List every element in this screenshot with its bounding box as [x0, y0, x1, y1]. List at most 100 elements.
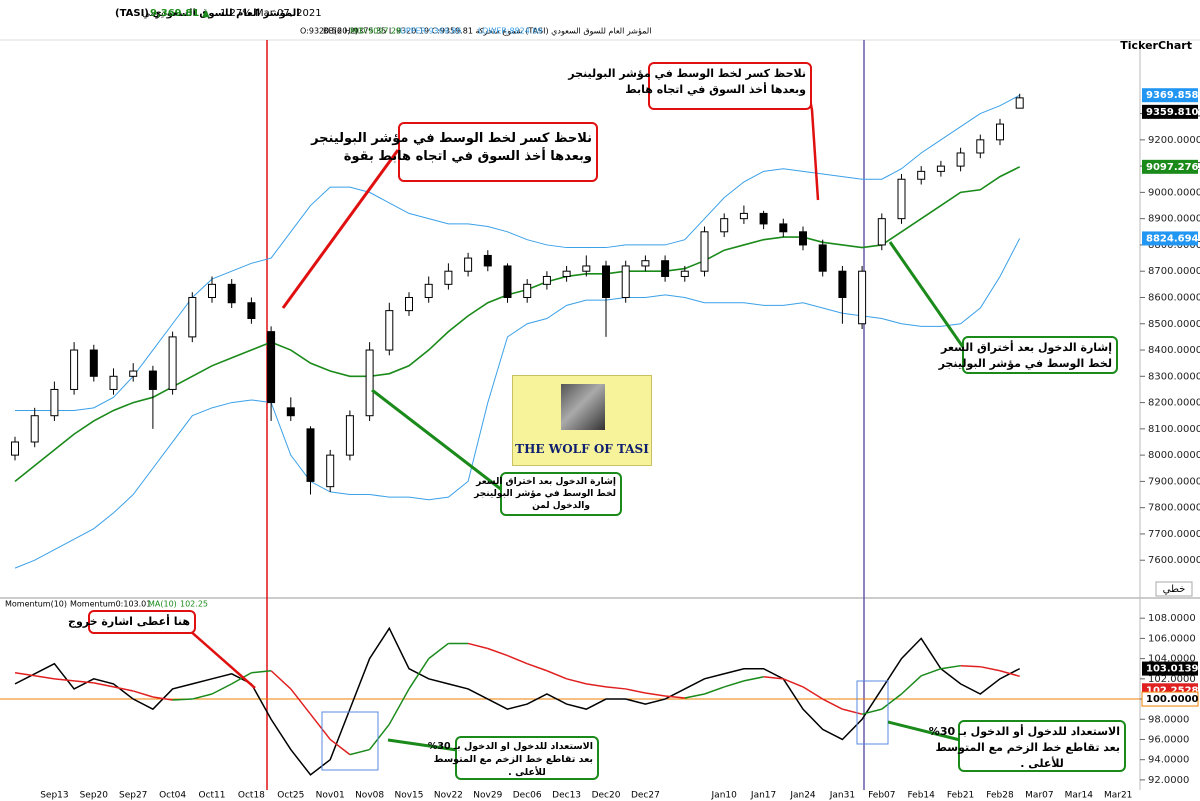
x-tick-label: Jan17 [750, 791, 776, 801]
candle-body [542, 275, 551, 285]
x-tick-label: Mar21 [1104, 791, 1132, 801]
ma-segment [270, 670, 292, 690]
ma-segment [802, 686, 824, 700]
ma-segment [665, 695, 685, 699]
watermark-text: THE WOLF OF TASI [515, 442, 649, 456]
price-marker-label: 102.2528 [1146, 685, 1199, 696]
candle-body [208, 283, 216, 298]
ma-segment [132, 690, 154, 698]
scale-button-label[interactable]: خطي [1163, 584, 1186, 595]
x-tick-label: Oct18 [238, 791, 265, 801]
x-tick-label: Mar14 [1065, 791, 1094, 801]
candle-body [464, 257, 473, 272]
ma-segment [763, 676, 784, 680]
note-line: بعد تقاطع خط الزخم مع المتوسط [433, 754, 593, 765]
candle-body [70, 349, 79, 390]
candle-body [582, 265, 591, 272]
date: Mar 07, 2021 [255, 8, 322, 19]
candle-body [739, 212, 748, 220]
candle-body [996, 123, 1004, 141]
candle-body [129, 370, 138, 377]
scale-button[interactable] [1155, 581, 1193, 597]
legend-entry: Momentum0:103.01 [70, 600, 151, 609]
price-marker-label: 9097.2768 [1146, 162, 1200, 173]
x-tick-label: Dec13 [552, 791, 581, 801]
band-line [14, 238, 1021, 569]
x-tick-label: Oct04 [159, 791, 186, 801]
ma-segment [822, 698, 843, 710]
y-tick-label: 108.0000 [1148, 613, 1196, 624]
note: الاستعداد للدخول أو الدخول بـ 30% بعد تقا… [928, 720, 1126, 772]
ma-segment [192, 693, 213, 700]
legend-entry: UPPER:9369.86 [400, 27, 462, 36]
ma-segment [960, 664, 981, 668]
candle-body [720, 218, 729, 233]
ma-segment [783, 678, 804, 688]
candle-body [759, 212, 768, 225]
note: إشارة الدخول بعد أختراق السعر لخط الوسط ف… [939, 336, 1118, 374]
ma-segment [507, 654, 528, 665]
momentum-line [14, 626, 1021, 776]
candle-body [602, 265, 610, 298]
note-line: الاستعداد للدخول أو الدخول بـ 30% [928, 725, 1120, 738]
ma-segment [211, 683, 233, 695]
ma-segment [34, 675, 55, 680]
price-marker [1142, 104, 1198, 119]
x-tick-label: Sep27 [119, 791, 147, 801]
y-tick-label: 102.0000 [1148, 674, 1196, 685]
ma-segment [14, 672, 35, 677]
price-marker [1142, 231, 1198, 246]
ma-segment [526, 662, 548, 672]
watermark-image [561, 384, 605, 430]
candle-body [286, 407, 295, 417]
y-tick-label: 94.0000 [1148, 755, 1189, 766]
ma-segment [428, 642, 449, 660]
ma-segment [54, 678, 75, 682]
x-tick-label: Nov15 [394, 791, 423, 801]
ma-segment [861, 708, 882, 715]
candle-body [89, 349, 98, 377]
x-tick-label: Dec06 [513, 791, 542, 801]
change-arrow: ▲ [202, 8, 210, 19]
ma-segment [940, 664, 961, 670]
ma-segment [881, 693, 902, 710]
highlight-box [856, 680, 889, 745]
note: إشارة الدخول بعد اختراق السعر لخط الوسط ف… [474, 472, 622, 516]
indicator: BB(20,2) [323, 27, 358, 36]
price-marker [1142, 159, 1198, 174]
y-tick-label: 8900.0000 [1148, 214, 1200, 225]
ma-segment [152, 696, 173, 701]
price: 9,369.81 [150, 8, 199, 19]
candle-body [818, 244, 827, 272]
x-tick-label: Feb28 [986, 791, 1014, 801]
note-line: وبعدها أخذ السوق في اتجاه هابط [625, 83, 806, 96]
arrow [281, 149, 400, 309]
x-tick-label: Feb21 [947, 791, 974, 801]
arrow [371, 388, 503, 492]
candle-body [444, 270, 453, 285]
y-tick-label: 92.0000 [1148, 775, 1189, 786]
ma-segment [743, 676, 764, 682]
period[interactable]: يومي [142, 8, 164, 19]
price-marker-label: 9359.8100 [1146, 107, 1200, 118]
ma-segment [349, 748, 370, 756]
legend-entry: MA(10) [148, 600, 177, 609]
watermark-box: THE WOLF OF TASI [512, 375, 652, 466]
candle-body [30, 415, 39, 443]
ma-segment [842, 708, 863, 715]
y-tick-label: 9200.0000 [1148, 135, 1200, 146]
ma-segment [93, 682, 114, 688]
candle-body [523, 283, 532, 298]
ma-segment [920, 668, 942, 677]
candle-body [838, 270, 847, 298]
price-marker-label: 9369.8589 [1146, 90, 1200, 101]
band-line [14, 166, 1021, 483]
note-line: بعد تقاطع خط الزخم مع المتوسط [935, 741, 1120, 754]
note-line: نلاحظ كسر لخط الوسط في مؤشر البولينجر [568, 67, 806, 80]
candle-body [50, 388, 59, 417]
candle-body [858, 270, 867, 325]
y-tick-label: 96.0000 [1148, 734, 1189, 745]
ma-segment [172, 698, 193, 701]
candle-body [897, 178, 906, 220]
